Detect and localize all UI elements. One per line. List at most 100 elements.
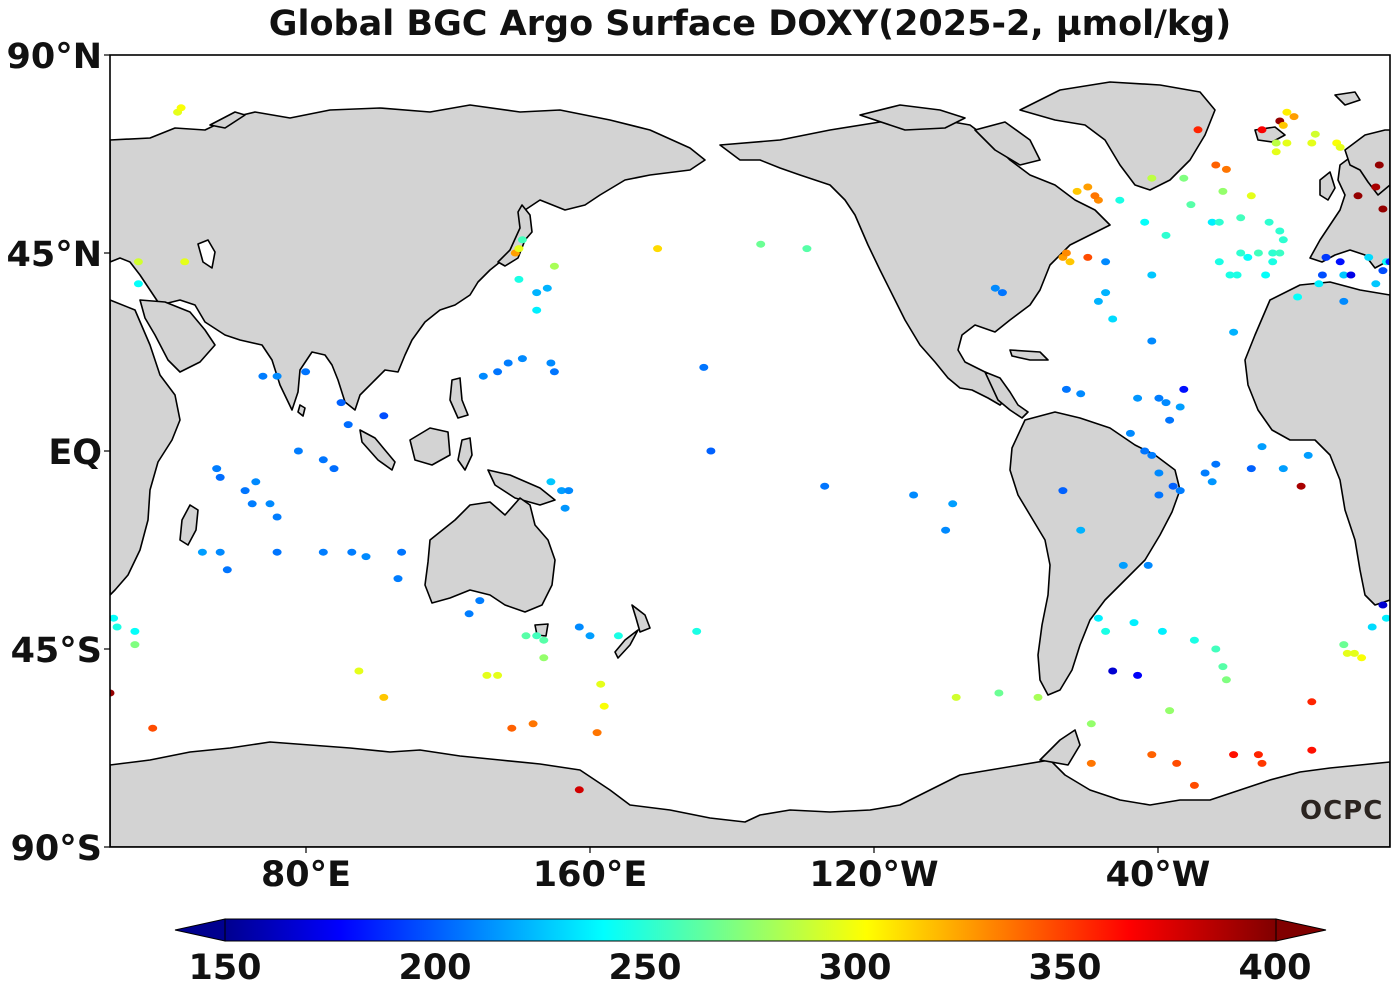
argo-float-point xyxy=(1211,460,1221,468)
argo-float-point xyxy=(564,487,574,495)
argo-float-point xyxy=(1229,751,1239,759)
argo-float-point xyxy=(1378,205,1388,213)
land-novaya-zemlya xyxy=(209,111,246,129)
land-svalbard xyxy=(1334,91,1361,106)
argo-float-point xyxy=(272,513,282,521)
argo-float-point xyxy=(521,632,531,640)
argo-float-point xyxy=(1264,218,1274,226)
land-africa-west xyxy=(1244,281,1390,606)
argo-float-point xyxy=(1161,231,1171,239)
argo-float-point xyxy=(546,359,556,367)
argo-float-point xyxy=(1058,487,1068,495)
argo-float-point xyxy=(130,627,140,635)
argo-float-point xyxy=(1257,126,1267,134)
argo-float-point xyxy=(994,689,1004,697)
argo-float-point xyxy=(517,355,527,363)
argo-float-point xyxy=(1374,161,1384,169)
argo-float-point xyxy=(1353,192,1363,200)
argo-float-point xyxy=(1147,271,1157,279)
argo-float-point xyxy=(1296,482,1306,490)
argo-float-point xyxy=(1271,139,1281,147)
argo-float-point xyxy=(361,553,371,561)
argo-float-point xyxy=(464,610,474,618)
argo-float-point xyxy=(528,720,538,728)
land-greenland xyxy=(1019,81,1216,191)
argo-float-point xyxy=(1147,174,1157,182)
argo-float-point xyxy=(1293,293,1303,301)
argo-float-point xyxy=(1289,113,1299,121)
argo-float-point xyxy=(1125,429,1135,437)
argo-float-point xyxy=(215,548,225,556)
argo-float-point xyxy=(180,258,190,266)
argo-float-point xyxy=(112,623,122,631)
argo-float-point xyxy=(706,447,716,455)
argo-float-point xyxy=(1278,236,1288,244)
argo-float-point xyxy=(1189,636,1199,644)
argo-float-point xyxy=(951,693,961,701)
argo-float-point xyxy=(1065,258,1075,266)
argo-float-point xyxy=(1186,201,1196,209)
argo-float-point xyxy=(379,693,389,701)
argo-float-point xyxy=(1367,623,1377,631)
argo-float-point xyxy=(148,724,158,732)
land-central-america xyxy=(984,371,1029,419)
argo-float-point xyxy=(532,306,542,314)
argo-float-point xyxy=(110,689,115,697)
argo-float-point xyxy=(549,262,559,270)
argo-float-point xyxy=(1154,469,1164,477)
argo-float-point xyxy=(222,566,232,574)
argo-float-point xyxy=(1061,249,1071,257)
argo-float-point xyxy=(1061,385,1071,393)
argo-float-point xyxy=(1310,130,1320,138)
land-cuba xyxy=(1009,349,1049,361)
argo-float-point xyxy=(1175,403,1185,411)
map-title: Global BGC Argo Surface DOXY(2025-2, µmo… xyxy=(268,4,1232,44)
argo-float-point xyxy=(532,289,542,297)
land-british-isles xyxy=(1319,171,1336,201)
argo-float-point xyxy=(1211,161,1221,169)
land-philippines xyxy=(449,377,469,419)
argo-float-point xyxy=(1357,654,1367,662)
argo-float-point xyxy=(1140,218,1150,226)
argo-float-point xyxy=(1342,649,1352,657)
argo-float-point xyxy=(1321,253,1331,261)
argo-float-point xyxy=(215,473,225,481)
argo-float-point xyxy=(318,548,328,556)
land-layer xyxy=(110,81,1390,847)
argo-float-point xyxy=(1221,676,1231,684)
colorbar xyxy=(174,918,1327,942)
argo-float-point xyxy=(1268,249,1278,257)
lat-label-45n: 45°N xyxy=(6,235,103,275)
argo-float-point xyxy=(1214,218,1224,226)
argo-float-point xyxy=(539,654,549,662)
argo-float-point xyxy=(1243,253,1253,261)
argo-float-point xyxy=(560,504,570,512)
argo-float-point xyxy=(1261,271,1271,279)
argo-float-point xyxy=(1236,214,1246,222)
argo-float-point xyxy=(1221,165,1231,173)
argo-float-point xyxy=(347,548,357,556)
argo-float-point xyxy=(1246,192,1256,200)
argo-float-point xyxy=(1193,126,1203,134)
argo-float-point xyxy=(1346,271,1356,279)
land-new-zealand-south xyxy=(614,629,639,659)
land-antarctica xyxy=(110,741,1390,847)
land-japan xyxy=(497,204,533,267)
argo-float-point xyxy=(909,491,919,499)
argo-float-point xyxy=(997,289,1007,297)
ocpc-logo: OCPC xyxy=(1300,796,1384,826)
argo-float-point xyxy=(1278,121,1288,129)
argo-float-point xyxy=(251,478,261,486)
argo-float-point xyxy=(514,245,524,253)
argo-float-point xyxy=(948,500,958,508)
lat-label-45s: 45°S xyxy=(10,631,102,671)
argo-float-point xyxy=(1378,601,1388,609)
land-sulawesi xyxy=(457,437,473,471)
land-north-america xyxy=(719,117,1111,406)
colorbar-tick-400: 400 xyxy=(1238,948,1312,988)
colorbar-extend-min xyxy=(174,918,226,942)
argo-float-point xyxy=(1339,297,1349,305)
land-eurasia-west xyxy=(110,104,706,411)
argo-float-point xyxy=(1207,478,1217,486)
